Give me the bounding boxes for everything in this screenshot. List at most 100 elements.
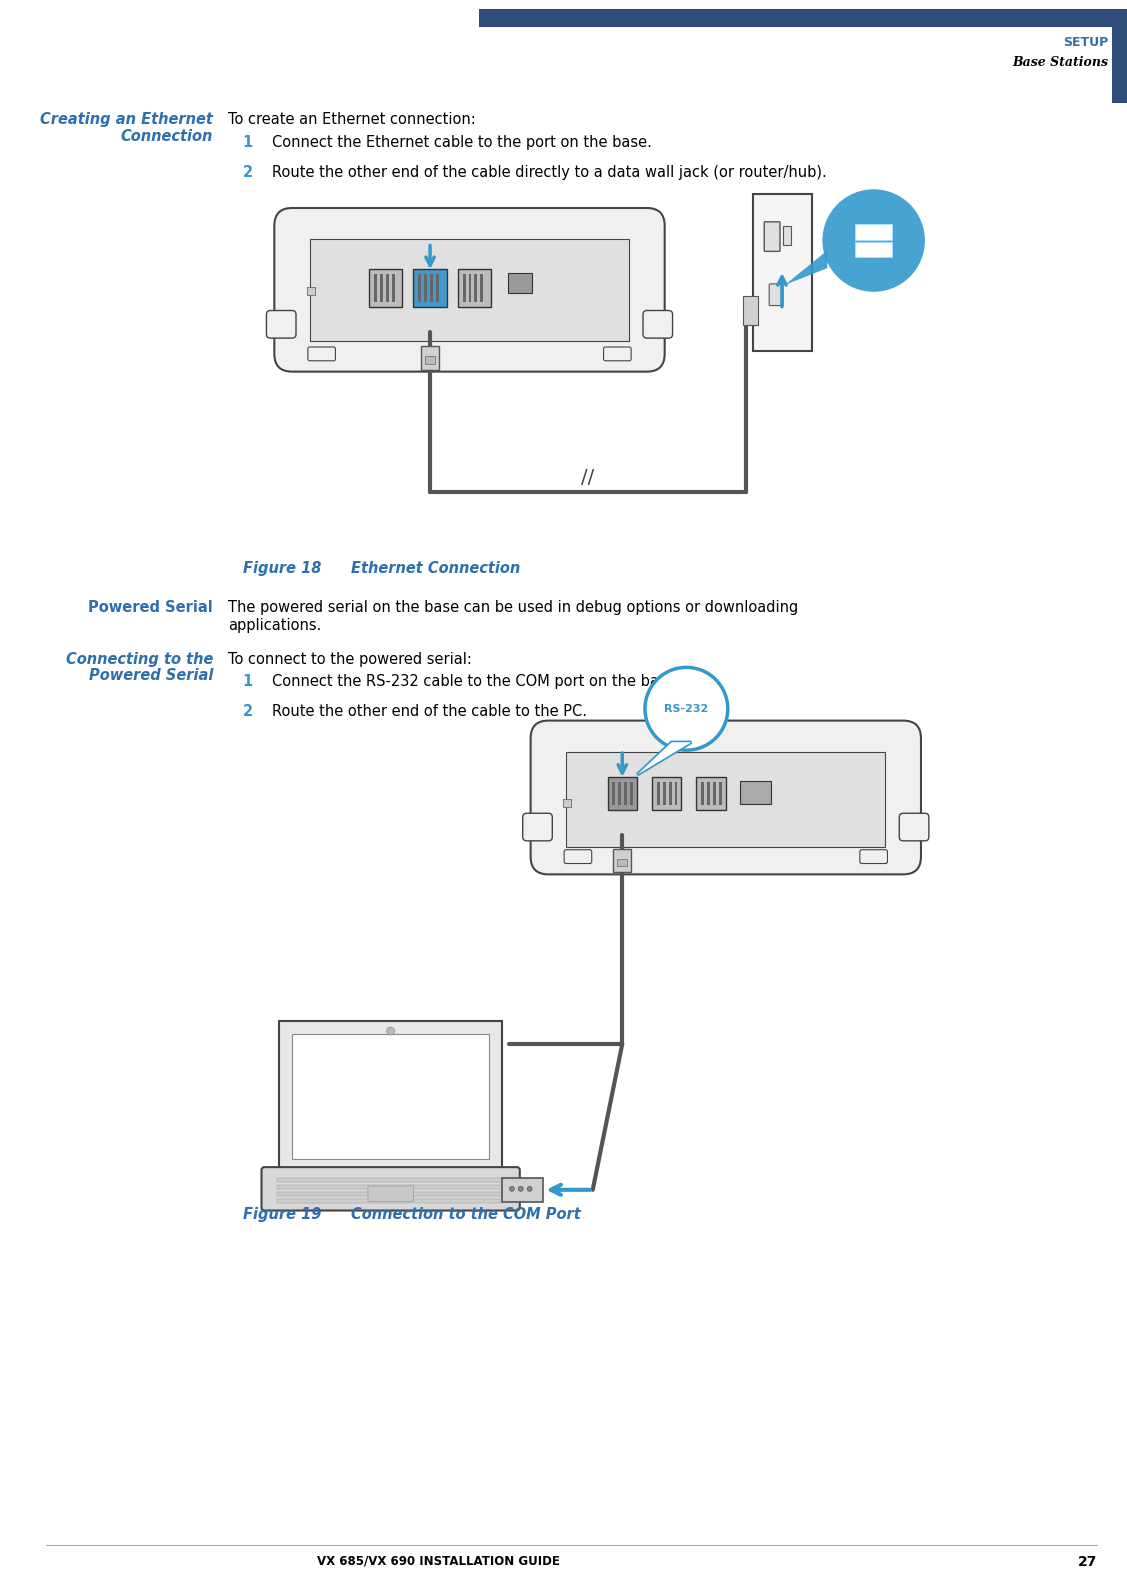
- Text: RS-232: RS-232: [664, 703, 709, 714]
- Bar: [783, 226, 791, 245]
- Text: 1: 1: [242, 134, 254, 150]
- Bar: [630, 782, 633, 806]
- FancyBboxPatch shape: [523, 814, 552, 841]
- Text: Base Stations: Base Stations: [1012, 57, 1108, 70]
- Text: The powered serial on the base can be used in debug options or downloading: The powered serial on the base can be us…: [228, 600, 798, 615]
- Bar: [277, 1179, 504, 1182]
- FancyBboxPatch shape: [696, 777, 726, 811]
- Bar: [707, 782, 710, 806]
- Text: VX 685/VX 690 INSTALLATION GUIDE: VX 685/VX 690 INSTALLATION GUIDE: [317, 1555, 560, 1567]
- FancyBboxPatch shape: [764, 221, 780, 251]
- FancyBboxPatch shape: [855, 242, 893, 258]
- FancyBboxPatch shape: [565, 850, 592, 864]
- Bar: [277, 1185, 504, 1188]
- FancyBboxPatch shape: [607, 777, 637, 811]
- Bar: [479, 9, 1127, 27]
- Text: Ethernet Connection: Ethernet Connection: [352, 561, 521, 575]
- Bar: [385, 273, 389, 302]
- Polygon shape: [637, 743, 691, 774]
- FancyBboxPatch shape: [769, 284, 783, 305]
- Bar: [469, 273, 471, 302]
- Bar: [425, 356, 435, 363]
- Bar: [277, 1199, 504, 1202]
- Text: Connect the Ethernet cable to the port on the base.: Connect the Ethernet cable to the port o…: [273, 134, 653, 150]
- Bar: [619, 782, 621, 806]
- FancyBboxPatch shape: [860, 850, 887, 864]
- Text: Route the other end of the cable to the PC.: Route the other end of the cable to the …: [273, 703, 587, 719]
- FancyBboxPatch shape: [531, 720, 921, 874]
- FancyBboxPatch shape: [458, 269, 491, 307]
- Bar: [675, 782, 677, 806]
- Circle shape: [823, 190, 925, 292]
- FancyBboxPatch shape: [369, 1187, 414, 1202]
- FancyBboxPatch shape: [566, 752, 886, 847]
- Bar: [380, 273, 383, 302]
- Text: 27: 27: [1079, 1555, 1098, 1569]
- Bar: [564, 799, 571, 807]
- FancyBboxPatch shape: [855, 224, 893, 240]
- Bar: [618, 858, 628, 866]
- Bar: [474, 273, 478, 302]
- Text: Route the other end of the cable directly to a data wall jack (or router/hub).: Route the other end of the cable directl…: [273, 164, 827, 180]
- FancyBboxPatch shape: [899, 814, 929, 841]
- Bar: [277, 1191, 504, 1196]
- Bar: [624, 782, 628, 806]
- Text: Connection: Connection: [121, 130, 213, 144]
- Bar: [719, 782, 722, 806]
- FancyBboxPatch shape: [310, 239, 629, 341]
- FancyBboxPatch shape: [613, 848, 631, 872]
- Text: Figure 18: Figure 18: [242, 561, 321, 575]
- Bar: [431, 273, 433, 302]
- Polygon shape: [637, 743, 691, 774]
- FancyBboxPatch shape: [292, 1033, 489, 1160]
- Circle shape: [387, 1027, 394, 1035]
- Bar: [612, 782, 615, 806]
- FancyBboxPatch shape: [274, 209, 665, 371]
- Text: SETUP: SETUP: [1063, 36, 1108, 49]
- Text: Powered Serial: Powered Serial: [88, 600, 213, 615]
- Bar: [424, 273, 427, 302]
- Text: applications.: applications.: [228, 618, 321, 634]
- Bar: [701, 782, 704, 806]
- FancyBboxPatch shape: [604, 348, 631, 360]
- Circle shape: [645, 667, 728, 750]
- Bar: [668, 782, 672, 806]
- FancyBboxPatch shape: [261, 1168, 520, 1210]
- FancyBboxPatch shape: [308, 348, 336, 360]
- Bar: [307, 288, 314, 295]
- FancyBboxPatch shape: [743, 295, 758, 325]
- Bar: [663, 782, 666, 806]
- FancyBboxPatch shape: [414, 269, 446, 307]
- Text: 2: 2: [242, 703, 252, 719]
- Circle shape: [509, 1187, 514, 1191]
- FancyBboxPatch shape: [651, 777, 682, 811]
- FancyBboxPatch shape: [369, 269, 402, 307]
- Text: To create an Ethernet connection:: To create an Ethernet connection:: [228, 112, 476, 128]
- Bar: [1112, 9, 1127, 103]
- Bar: [374, 273, 376, 302]
- FancyBboxPatch shape: [502, 1179, 543, 1202]
- FancyBboxPatch shape: [508, 273, 532, 292]
- Bar: [462, 273, 465, 302]
- FancyBboxPatch shape: [644, 311, 673, 338]
- Bar: [391, 273, 394, 302]
- Bar: [418, 273, 421, 302]
- FancyBboxPatch shape: [754, 194, 811, 351]
- Text: 1: 1: [242, 675, 254, 689]
- Text: Connecting to the: Connecting to the: [65, 651, 213, 667]
- Text: 2: 2: [242, 164, 252, 180]
- Bar: [657, 782, 659, 806]
- Bar: [436, 273, 438, 302]
- Bar: [713, 782, 716, 806]
- FancyBboxPatch shape: [739, 781, 771, 804]
- FancyBboxPatch shape: [279, 1021, 502, 1171]
- Text: //: //: [582, 468, 594, 487]
- Text: To connect to the powered serial:: To connect to the powered serial:: [228, 651, 472, 667]
- Text: Powered Serial: Powered Serial: [89, 668, 213, 683]
- FancyBboxPatch shape: [266, 311, 296, 338]
- FancyBboxPatch shape: [421, 346, 438, 370]
- Text: Figure 19: Figure 19: [242, 1207, 321, 1221]
- Circle shape: [518, 1187, 523, 1191]
- Text: Creating an Ethernet: Creating an Ethernet: [41, 112, 213, 128]
- Polygon shape: [784, 250, 827, 284]
